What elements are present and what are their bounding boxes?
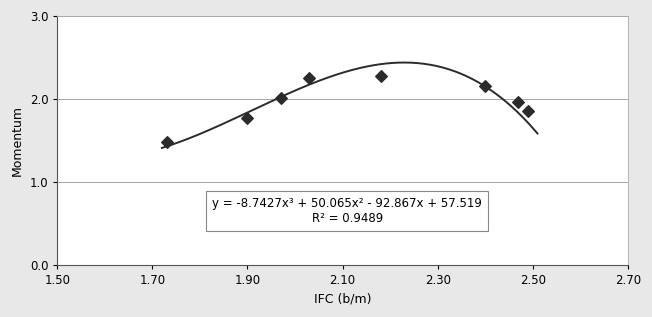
- Point: [276, 96, 286, 101]
- Y-axis label: Momentum: Momentum: [11, 105, 24, 176]
- Point: [376, 73, 386, 78]
- Text: y = -8.7427x³ + 50.065x² - 92.867x + 57.519
R² = 0.9489: y = -8.7427x³ + 50.065x² - 92.867x + 57.…: [213, 197, 482, 225]
- Point: [480, 83, 490, 88]
- X-axis label: IFC (b/m): IFC (b/m): [314, 293, 372, 306]
- Point: [523, 108, 533, 113]
- Point: [513, 100, 524, 105]
- Point: [304, 76, 314, 81]
- Point: [162, 139, 172, 144]
- Point: [243, 116, 253, 121]
